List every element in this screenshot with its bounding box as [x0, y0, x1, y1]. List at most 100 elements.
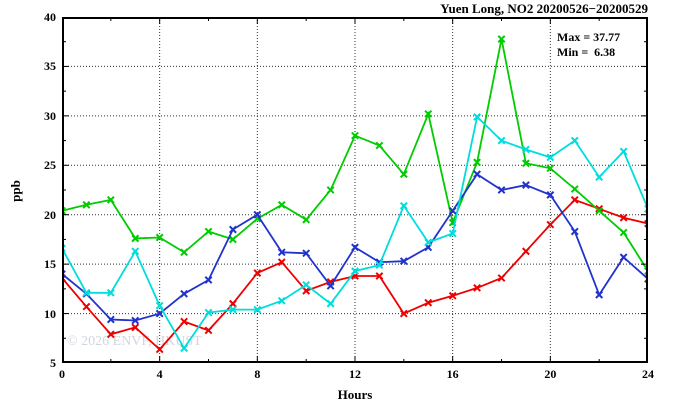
y-tick-label: 35	[44, 59, 56, 74]
series-blue-marker	[62, 270, 66, 278]
x-axis-label: Hours	[337, 387, 373, 402]
plot-area	[62, 17, 648, 363]
series-cyan-marker-center	[84, 291, 88, 295]
plot-border	[62, 17, 648, 363]
series-red-marker-center	[622, 216, 626, 220]
y-tick-label: 10	[44, 306, 56, 321]
series-green-marker-center	[304, 218, 308, 222]
series-green-marker-center	[158, 235, 162, 239]
series-blue-marker-center	[475, 172, 479, 176]
series-blue-marker-center	[500, 188, 503, 192]
series-cyan-marker	[62, 244, 66, 253]
series-blue-marker-center	[158, 312, 162, 316]
series-red-marker-center	[597, 207, 601, 211]
series-blue-marker	[644, 275, 648, 283]
series-green-marker-center	[377, 144, 381, 148]
series-cyan-marker-center	[304, 283, 308, 287]
x-tick-label: 16	[446, 367, 459, 381]
y-tick-label: 5	[50, 356, 56, 370]
series-green-marker-center	[329, 188, 333, 192]
series-blue-marker-center	[304, 251, 308, 255]
series-red-marker	[644, 219, 648, 228]
series-green-marker	[62, 206, 66, 215]
series-blue-marker-center	[182, 292, 186, 296]
series-green-marker-center	[573, 187, 577, 191]
series-red-marker-center	[573, 198, 577, 202]
series-blue-marker-center	[622, 255, 626, 259]
series-red-marker-center	[475, 286, 479, 290]
series-blue-marker-center	[451, 209, 455, 213]
y-tick-label: 15	[44, 257, 56, 272]
series-red-marker-center	[524, 249, 528, 253]
x-tick-label: 24	[642, 367, 654, 381]
series-red-marker-center	[304, 289, 308, 293]
series-cyan-marker-center	[524, 147, 528, 151]
x-tick-label: 0	[59, 367, 65, 381]
series-cyan-marker-center	[475, 115, 479, 119]
series-green-marker-center	[255, 217, 259, 221]
series-cyan-marker-center	[231, 308, 235, 312]
series-red-marker-center	[402, 312, 406, 316]
series-red-marker-center	[353, 274, 357, 278]
series-green-marker-center	[597, 209, 601, 213]
series-green-marker-center	[524, 161, 528, 165]
series-blue-marker-center	[377, 260, 381, 264]
series-green-marker-center	[475, 160, 479, 164]
series-cyan-marker-center	[426, 240, 430, 244]
series-red-marker-center	[548, 223, 552, 227]
series-cyan-marker-center	[158, 304, 162, 308]
series-green-marker-center	[207, 230, 210, 234]
series-cyan-marker-center	[255, 308, 259, 312]
series-green-marker-center	[133, 236, 137, 240]
series-green-marker-center	[109, 198, 113, 202]
series-cyan-marker-center	[133, 249, 137, 253]
series-red-marker-center	[182, 319, 186, 323]
series-blue-marker-center	[573, 230, 577, 234]
x-tick-label: 8	[254, 367, 261, 381]
series-blue-marker-center	[548, 193, 552, 197]
watermark: © 2026 ENVF, HKUST	[67, 334, 202, 349]
series-red-marker-center	[158, 347, 162, 351]
series-cyan-marker-center	[622, 149, 626, 153]
series-green-marker-center	[548, 166, 552, 170]
series-blue-marker-center	[426, 245, 430, 249]
x-tick-label: 4	[156, 367, 163, 381]
series-cyan-marker-center	[548, 155, 552, 159]
series-blue-marker-center	[280, 250, 284, 254]
series-red-marker-center	[329, 280, 333, 284]
series-green-marker-center	[402, 172, 406, 176]
series-green-marker-center	[622, 231, 626, 235]
series-green-marker	[644, 267, 648, 275]
series-cyan-marker-center	[500, 139, 503, 143]
series-green-marker-center	[451, 221, 455, 225]
series-blue-marker-center	[402, 259, 406, 263]
series-red-marker-center	[500, 276, 503, 280]
y-tick-label: 25	[44, 158, 56, 173]
y-tick-label: 20	[44, 207, 56, 222]
series-cyan-marker-center	[280, 299, 284, 303]
series-blue-marker-center	[109, 318, 113, 322]
series-blue-marker-center	[207, 278, 210, 282]
series-cyan-marker-center	[182, 346, 186, 350]
series-cyan-marker-center	[207, 311, 210, 315]
series-red-marker-center	[84, 305, 88, 309]
series-cyan-marker-center	[109, 291, 113, 295]
series-green-marker-center	[426, 112, 430, 116]
series-cyan-marker-center	[597, 175, 601, 179]
series-cyan-marker-center	[402, 204, 406, 208]
series-green-marker-center	[353, 134, 357, 138]
stat-min: Min = 6.38	[557, 45, 616, 59]
series-red-marker-center	[133, 325, 137, 329]
series-red-marker-center	[377, 274, 381, 278]
chart-title: Yuen Long, NO2 20200526−20200529	[440, 1, 648, 16]
y-tick-label: 30	[44, 108, 56, 123]
series-red-marker-center	[280, 260, 284, 264]
series-blue-marker-center	[353, 245, 357, 249]
series-cyan-marker	[644, 204, 648, 213]
series-red-marker-center	[426, 301, 430, 305]
series-cyan-marker-center	[573, 139, 577, 143]
series-blue-marker-center	[231, 228, 235, 232]
series-red-marker-center	[451, 294, 455, 298]
stat-max: Max = 37.77	[557, 30, 621, 44]
